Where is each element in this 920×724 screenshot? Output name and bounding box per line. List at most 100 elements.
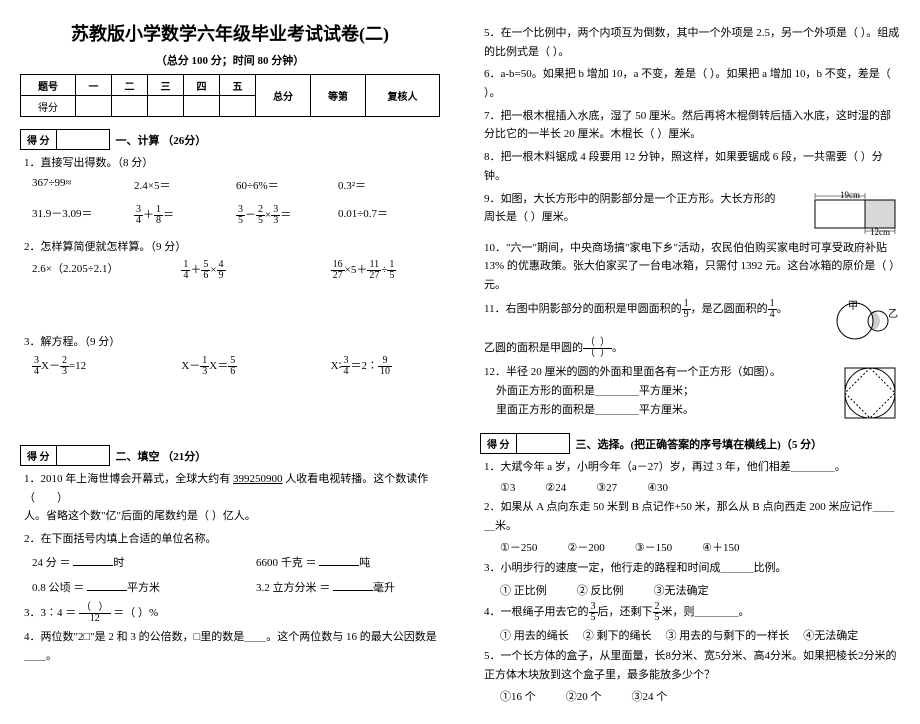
expr: 34X－23=12 bbox=[32, 356, 141, 377]
text: 米，则＿＿＿＿。 bbox=[662, 606, 750, 618]
score-blank bbox=[517, 434, 569, 453]
figure-rectangle: 19cm 12cm bbox=[810, 190, 900, 235]
q2-9: 19cm 12cm 9．如图，大长方形中的阴影部分是一个正方形。大长方形的 周长… bbox=[484, 190, 900, 235]
q2-7: 7．把一根木棍插入水底，湿了 50 厘米。然后再将木棍倒转后插入水底，这时湿的部… bbox=[484, 107, 900, 144]
q2-5: 5．在一个比例中，两个内项互为倒数，其中一个外项是 2.5，另一个外项是（ ）。… bbox=[484, 24, 900, 61]
figure-circle-squares bbox=[840, 363, 900, 423]
expr: 31.9－3.09＝ bbox=[32, 205, 134, 226]
expr: 6600 千克 ＝ 吨 bbox=[256, 553, 440, 570]
q1-2: 2．怎样算简便就怎样算。（9 分） bbox=[24, 238, 440, 257]
opt: ① 正比例 bbox=[500, 582, 547, 598]
calc-row: 34X－23=12 X－13X＝56 X∶34＝2∶910 bbox=[32, 356, 440, 377]
text: 乙圆的面积是甲圆的 bbox=[484, 342, 583, 354]
opt: ③24 个 bbox=[632, 688, 668, 704]
opt: ③27 bbox=[596, 481, 617, 494]
th: 四 bbox=[184, 75, 220, 96]
th: 复核人 bbox=[365, 75, 439, 117]
q2-4: 4．两位数"2□"是 2 和 3 的公倍数，□里的数是＿＿。这个两位数与 16 … bbox=[24, 628, 440, 665]
opt: ②20 个 bbox=[566, 688, 602, 704]
q3-1: 1．大斌今年 a 岁，小明今年（a－27）岁，再过 3 年，他们相差＿＿＿＿。 bbox=[484, 458, 900, 477]
th: 一 bbox=[75, 75, 111, 96]
q2-2: 2．在下面括号内填上合适的单位名称。 bbox=[24, 530, 440, 549]
expr: 60÷6%＝ bbox=[236, 177, 338, 193]
q3-3: 3．小明步行的速度一定，他行走的路程和时间成＿＿＿比例。 bbox=[484, 559, 900, 578]
th: 题号 bbox=[21, 75, 76, 96]
q2-8: 8．把一根木料锯成 4 段要用 12 分钟，照这样，如果要锯成 6 段，一共需要… bbox=[484, 148, 900, 185]
expr: 34＋18＝ bbox=[134, 205, 236, 226]
td: 得分 bbox=[21, 96, 76, 117]
svg-text:甲: 甲 bbox=[848, 301, 858, 312]
td bbox=[220, 96, 256, 117]
score-box: 得 分 bbox=[20, 129, 110, 150]
th: 总分 bbox=[256, 75, 311, 117]
section-3-head: 得 分 三、选择。(把正确答案的序号填在横线上)（5 分） bbox=[480, 433, 900, 454]
score-label: 得 分 bbox=[481, 434, 517, 453]
opt: ③－150 bbox=[635, 539, 672, 555]
expr: 3.2 立方分米 ＝ 毫升 bbox=[256, 578, 440, 595]
opt: ② 剩下的绳长 bbox=[583, 627, 652, 643]
text: 12．半径 20 厘米的圆的外面和里面各有一个正方形（如图）。 bbox=[484, 366, 781, 378]
opt: ②－200 bbox=[567, 539, 604, 555]
text: 3．3∶4 ＝ bbox=[24, 607, 79, 619]
svg-text:19cm: 19cm bbox=[840, 190, 860, 200]
q2-10: 10．"六一"期间，中央商场搞"家电下乡"活动，农民伯伯购买家电时可享受政府补贴… bbox=[484, 239, 900, 295]
expr: X∶34＝2∶910 bbox=[331, 356, 440, 377]
text: 后，还剩下 bbox=[598, 606, 653, 618]
figure-two-circles: 甲 乙 bbox=[830, 299, 900, 344]
td bbox=[111, 96, 147, 117]
section-2-head: 得 分 二、填空 （21分） bbox=[20, 445, 440, 466]
options: ①3 ②24 ③27 ④30 bbox=[500, 481, 900, 494]
calc-row: 2.6×（2.205÷2.1） 14＋56×49 1627×5＋1127÷15 bbox=[32, 260, 440, 281]
score-label: 得 分 bbox=[21, 446, 57, 465]
opt: ④30 bbox=[647, 481, 668, 494]
q1-1: 1．直接写出得数。（8 分） bbox=[24, 154, 440, 173]
expr: 35－25×33＝ bbox=[236, 205, 338, 226]
text: 11．右图中阴影部分的面积是甲圆面积的 bbox=[484, 303, 682, 315]
unit-row: 0.8 公顷 ＝ 平方米 3.2 立方分米 ＝ 毫升 bbox=[32, 578, 440, 595]
th: 三 bbox=[148, 75, 184, 96]
q2-1: 1．2010 年上海世博会开幕式，全球大约有 399250900 人收看电视转播… bbox=[24, 470, 440, 526]
left-column: 苏教版小学数学六年级毕业考试试卷(二) （总分 100 分；时间 80 分钟） … bbox=[20, 20, 440, 704]
expr: 0.8 公顷 ＝ 平方米 bbox=[32, 578, 216, 595]
opt: ①3 bbox=[500, 481, 515, 494]
exam-title: 苏教版小学数学六年级毕业考试试卷(二) bbox=[20, 20, 440, 46]
svg-text:乙: 乙 bbox=[888, 308, 898, 320]
th: 五 bbox=[220, 75, 256, 96]
score-table: 题号 一 二 三 四 五 总分 等第 复核人 得分 bbox=[20, 74, 440, 117]
expr: 2.6×（2.205÷2.1） bbox=[32, 260, 141, 281]
expr: 367÷99≈ bbox=[32, 177, 134, 193]
section-1-title: 一、计算 （26分） bbox=[116, 132, 207, 148]
underline-number: 399250900 bbox=[233, 473, 283, 485]
options: ① 用去的绳长 ② 剩下的绳长 ③ 用去的与剩下的一样长 ④无法确定 bbox=[500, 627, 900, 643]
q3-4: 4．一根绳子用去它的35后，还剩下25米，则＿＿＿＿。 bbox=[484, 602, 900, 623]
text: 周长是（ ）厘米。 bbox=[484, 211, 575, 223]
q2-6: 6．a-b=50。如果把 b 增加 10，a 不变，差是（ ）。如果把 a 增加… bbox=[484, 65, 900, 102]
options: ①16 个 ②20 个 ③24 个 bbox=[500, 688, 900, 704]
options: ① 正比例 ② 反比例 ③无法确定 bbox=[500, 582, 900, 598]
unit-row: 24 分 ＝ 时 6600 千克 ＝ 吨 bbox=[32, 553, 440, 570]
td bbox=[148, 96, 184, 117]
section-1-head: 得 分 一、计算 （26分） bbox=[20, 129, 440, 150]
score-blank bbox=[57, 446, 109, 465]
section-2-title: 二、填空 （21分） bbox=[116, 448, 207, 464]
score-box: 得 分 bbox=[480, 433, 570, 454]
expr: 2.4×5＝ bbox=[134, 177, 236, 193]
calc-row: 367÷99≈ 2.4×5＝ 60÷6%＝ 0.3²＝ bbox=[32, 177, 440, 197]
text: 外面正方形的面积是＿＿＿＿平方厘米； bbox=[496, 385, 694, 397]
th: 二 bbox=[111, 75, 147, 96]
right-column: 5．在一个比例中，两个内项互为倒数，其中一个外项是 2.5，另一个外项是（ ）。… bbox=[480, 20, 900, 704]
q3-5: 5．一个长方体的盒子，从里面量，长8分米、宽5分米、高4分米。如果把棱长2分米的… bbox=[484, 647, 900, 684]
q2-11: 甲 乙 11．右图中阴影部分的面积是甲圆面积的19，是乙圆面积的14。 乙圆的面… bbox=[484, 299, 900, 360]
opt: ③无法确定 bbox=[654, 582, 709, 598]
text: ＝（ ）% bbox=[113, 607, 158, 619]
td bbox=[184, 96, 220, 117]
expr: 0.3²＝ bbox=[338, 177, 440, 193]
calc-row: 31.9－3.09＝ 34＋18＝ 35－25×33＝ 0.01÷0.7＝ bbox=[32, 205, 440, 230]
opt: ③ 用去的与剩下的一样长 bbox=[666, 627, 790, 643]
opt: ①－250 bbox=[500, 539, 537, 555]
opt: ② 反比例 bbox=[577, 582, 624, 598]
opt: ① 用去的绳长 bbox=[500, 627, 569, 643]
score-blank bbox=[57, 130, 109, 149]
opt: ①16 个 bbox=[500, 688, 536, 704]
score-label: 得 分 bbox=[21, 130, 57, 149]
